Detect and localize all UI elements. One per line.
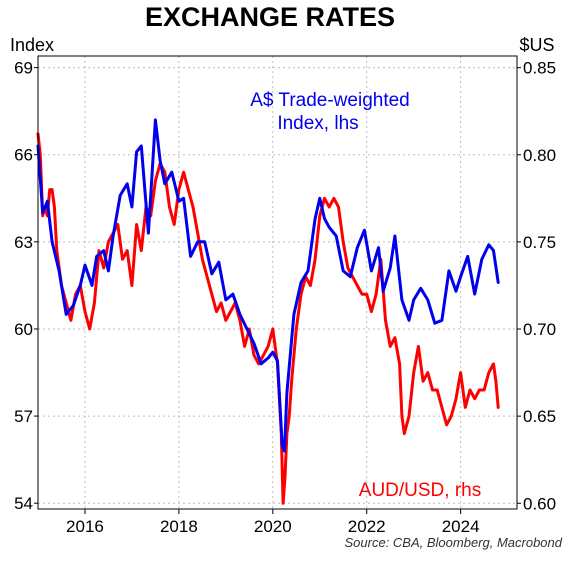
aud-annotation: AUD/USD, rhs (359, 480, 481, 501)
left-tick-label: 60 (14, 320, 33, 339)
right-tick-label: 0.60 (523, 494, 556, 513)
x-tick-label: 2024 (442, 517, 480, 536)
left-axis: 54 57 60 63 66 69 (14, 59, 38, 513)
left-tick-label: 54 (14, 494, 33, 513)
right-tick-label: 0.65 (523, 407, 556, 426)
source-note: Source: CBA, Bloomberg, Macrobond (345, 535, 563, 550)
right-tick-label: 0.80 (523, 146, 556, 165)
twi-series-line (36, 118, 500, 453)
left-tick-label: 69 (14, 59, 33, 78)
aud-usd-series-line (36, 132, 500, 505)
right-axis-unit: $US (519, 35, 554, 55)
x-tick-label: 2022 (348, 517, 386, 536)
twi-annotation-line1: A$ Trade-weighted (250, 90, 410, 111)
left-tick-label: 57 (14, 407, 33, 426)
left-axis-unit: Index (10, 35, 54, 55)
right-tick-label: 0.70 (523, 320, 556, 339)
x-tick-label: 2016 (66, 517, 104, 536)
gridlines (38, 56, 517, 509)
x-tick-label: 2018 (160, 517, 198, 536)
chart-title: EXCHANGE RATES (145, 2, 395, 32)
right-tick-label: 0.75 (523, 233, 556, 252)
plot-frame (37, 55, 518, 510)
right-tick-label: 0.85 (523, 59, 556, 78)
left-tick-label: 66 (14, 146, 33, 165)
x-axis: 2016 2018 2020 2022 2024 (66, 509, 480, 536)
left-tick-label: 63 (14, 233, 33, 252)
x-tick-label: 2020 (254, 517, 292, 536)
twi-annotation-line2: Index, lhs (277, 113, 358, 134)
series-layer (36, 118, 500, 505)
right-axis: 0.60 0.65 0.70 0.75 0.80 0.85 (517, 59, 556, 513)
